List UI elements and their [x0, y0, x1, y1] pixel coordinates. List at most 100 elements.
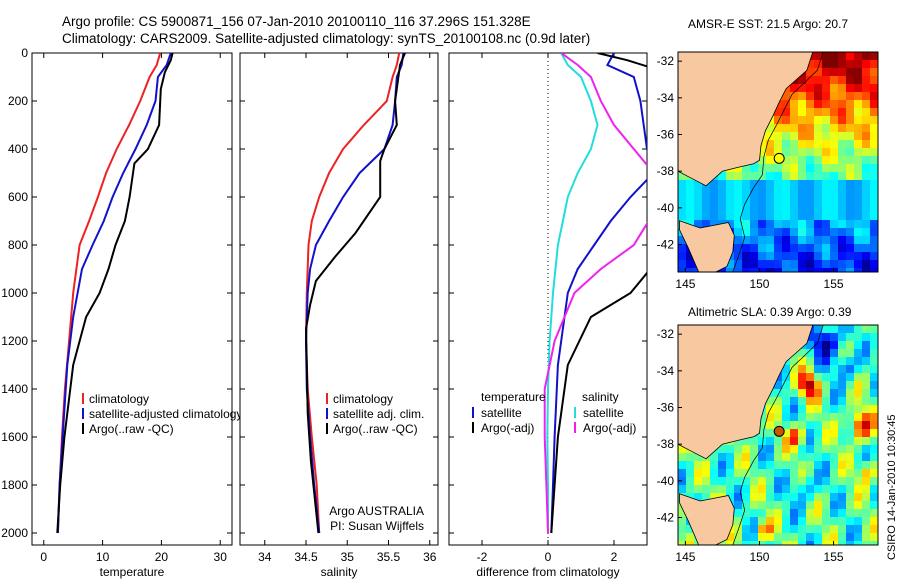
field-cell: [830, 132, 839, 141]
field-cell: [830, 204, 839, 213]
field-cell: [726, 469, 735, 478]
temperature-profile-xlabel: temperature: [100, 565, 165, 579]
field-cell: [822, 357, 831, 366]
field-cell: [854, 132, 863, 141]
mainland-land: [678, 52, 814, 187]
temperature-profile-series: [56, 53, 174, 534]
field-cell: [686, 541, 695, 545]
field-cell: [750, 252, 759, 261]
field-cell: [814, 252, 823, 261]
field-cell: [790, 188, 799, 197]
x-tick-label: 30: [214, 550, 228, 564]
field-cell: [822, 437, 831, 446]
field-cell: [870, 228, 878, 237]
field-cell: [782, 381, 791, 390]
field-cell: [718, 469, 727, 478]
field-cell: [790, 509, 799, 518]
field-cell: [726, 268, 735, 272]
field-cell: [798, 501, 807, 510]
field-cell: [870, 116, 878, 125]
field-cell: [758, 525, 767, 534]
field-cell: [838, 421, 847, 430]
field-cell: [822, 509, 831, 518]
field-cell: [678, 445, 687, 454]
field-cell: [766, 172, 775, 181]
field-cell: [758, 477, 767, 486]
field-cell: [838, 196, 847, 205]
field-cell: [806, 172, 815, 181]
field-cell: [798, 100, 807, 109]
field-cell: [790, 453, 799, 462]
field-cell: [710, 196, 719, 205]
field-cell: [830, 220, 839, 229]
field-cell: [774, 108, 783, 117]
y-tick-label: 0: [21, 46, 28, 60]
field-cell: [702, 212, 711, 221]
x-tick-label: 35.5: [377, 550, 401, 564]
field-cell: [814, 421, 823, 430]
field-cell: [758, 493, 767, 502]
field-cell: [854, 381, 863, 390]
field-cell: [734, 477, 743, 486]
field-cell: [758, 140, 767, 149]
field-cell: [846, 421, 855, 430]
field-cell: [830, 453, 839, 462]
field-cell: [774, 525, 783, 534]
field-cell: [774, 268, 783, 272]
field-cell: [838, 116, 847, 125]
field-cell: [774, 220, 783, 229]
field-cell: [798, 228, 807, 237]
field-cell: [814, 469, 823, 478]
field-cell: [870, 381, 878, 390]
field-cell: [830, 357, 839, 366]
field-cell: [758, 445, 767, 454]
field-cell: [814, 381, 823, 390]
field-cell: [742, 164, 751, 173]
field-cell: [862, 429, 871, 438]
field-cell: [870, 349, 878, 358]
field-cell: [838, 325, 847, 334]
field-cell: [862, 124, 871, 133]
field-cell: [694, 204, 703, 213]
field-cell: [822, 461, 831, 470]
field-cell: [798, 140, 807, 149]
field-cell: [750, 228, 759, 237]
field-cell: [750, 437, 759, 446]
field-cell: [678, 172, 687, 181]
field-cell: [854, 260, 863, 269]
difference-profile-xlabel: difference from climatology: [476, 565, 619, 579]
field-cell: [790, 204, 799, 213]
map-y-tick-label: -40: [657, 474, 675, 488]
field-cell: [718, 485, 727, 494]
field-cell: [678, 260, 687, 269]
field-cell: [790, 140, 799, 149]
field-cell: [766, 148, 775, 157]
field-cell: [814, 100, 823, 109]
field-cell: [798, 429, 807, 438]
series-line-argo-raw-qc-: [304, 53, 406, 534]
field-cell: [782, 268, 791, 272]
field-cell: [846, 252, 855, 261]
field-cell: [742, 437, 751, 446]
field-cell: [734, 453, 743, 462]
y-tick-label: 2000: [1, 526, 28, 540]
field-cell: [846, 429, 855, 438]
field-cell: [750, 493, 759, 502]
field-cell: [718, 453, 727, 462]
field-cell: [870, 429, 878, 438]
field-cell: [798, 461, 807, 470]
field-cell: [806, 76, 815, 85]
field-cell: [862, 421, 871, 430]
field-cell: [774, 445, 783, 454]
field-cell: [846, 381, 855, 390]
field-cell: [862, 236, 871, 245]
field-cell: [686, 453, 695, 462]
field-cell: [782, 164, 791, 173]
field-cell: [718, 188, 727, 197]
field-cell: [782, 252, 791, 261]
field-cell: [838, 477, 847, 486]
field-cell: [758, 164, 767, 173]
field-cell: [854, 397, 863, 406]
field-cell: [734, 445, 743, 454]
field-cell: [678, 469, 687, 478]
